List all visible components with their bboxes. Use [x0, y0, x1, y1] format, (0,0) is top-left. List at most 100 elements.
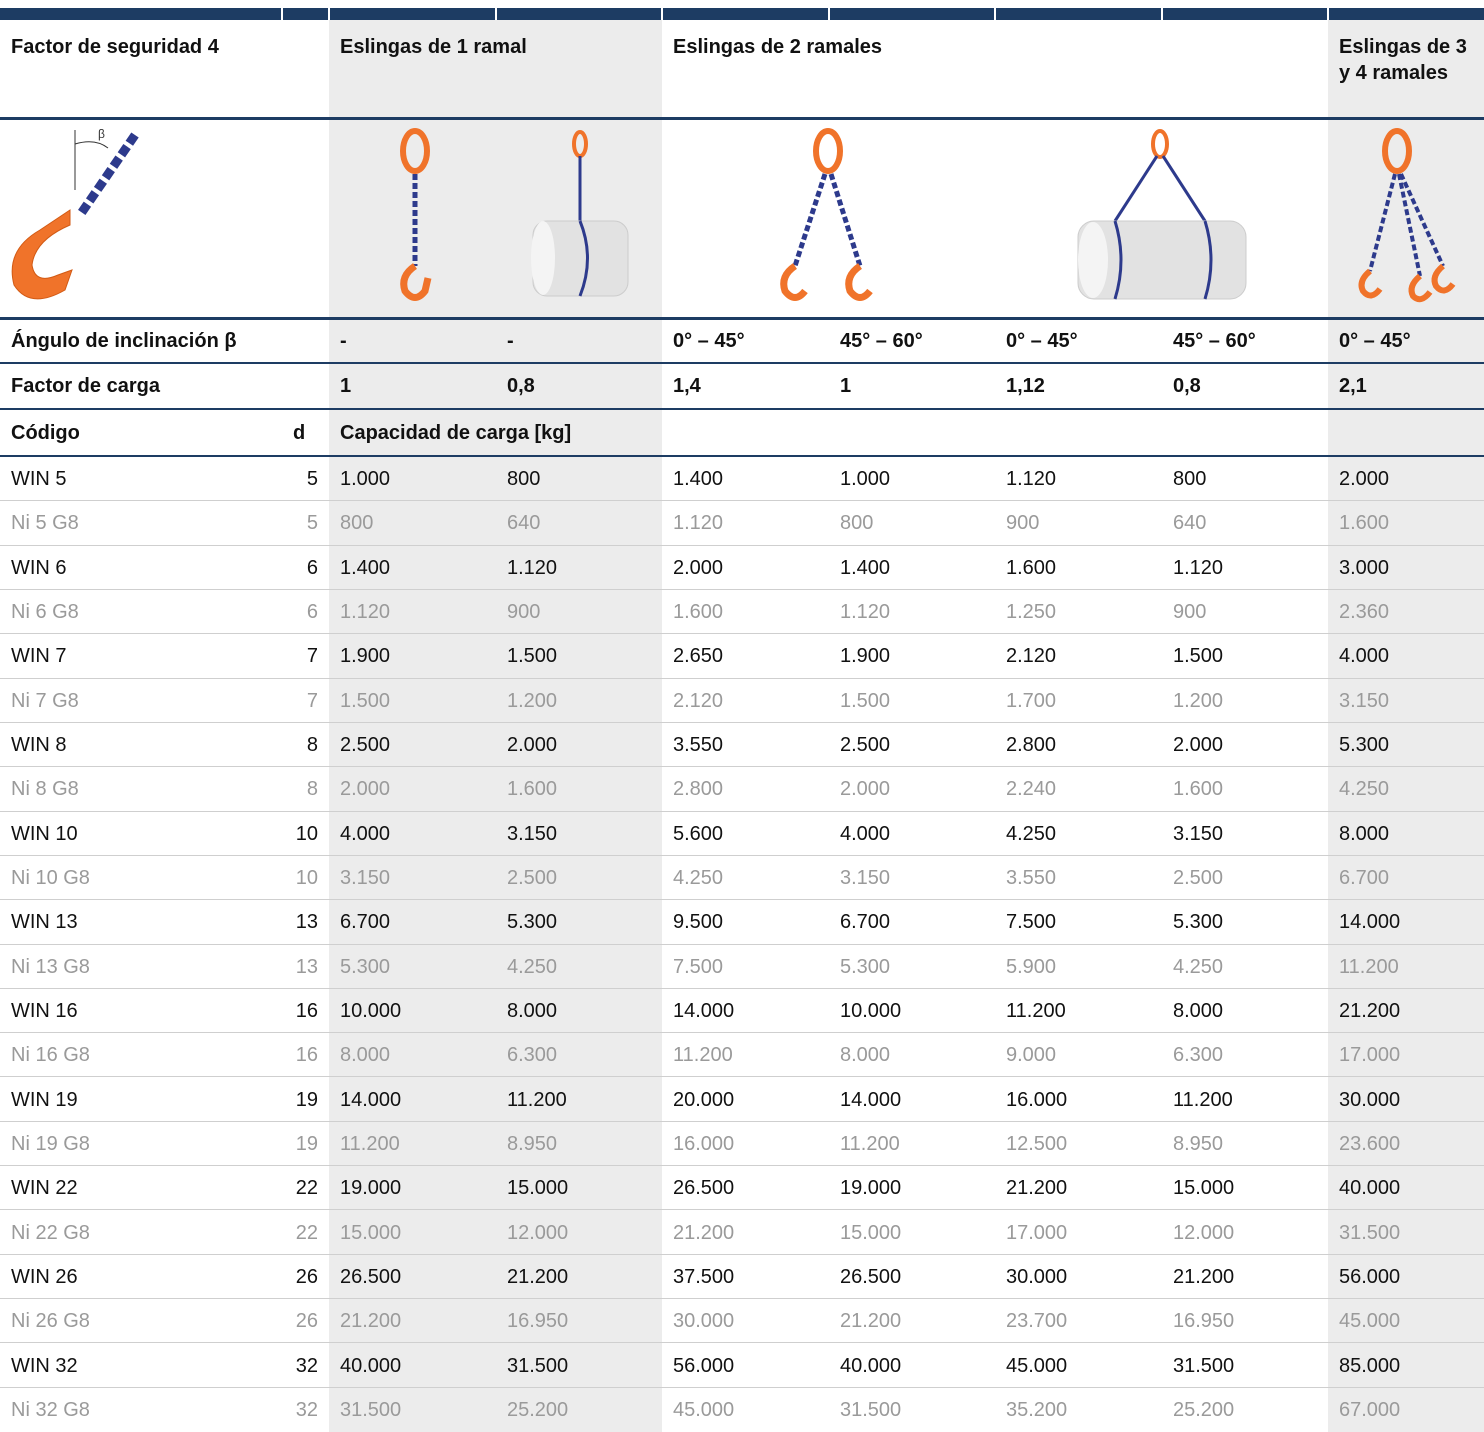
cell: 6	[306, 601, 318, 624]
cell: 10	[295, 867, 318, 890]
cell: 7.500	[1006, 911, 1057, 934]
cell: 640	[1173, 512, 1207, 535]
cell: 2.500	[340, 734, 391, 757]
cell: 12.500	[1006, 1132, 1068, 1155]
group-header: Factor de seguridad 4	[11, 36, 219, 58]
cell: WIN 32	[11, 1354, 78, 1377]
rule	[0, 766, 1484, 767]
cell: Ni 16 G8	[11, 1044, 90, 1067]
cell: 8.000	[507, 999, 558, 1022]
cell: 7.500	[673, 955, 724, 978]
angle: 0° – 45°	[1339, 330, 1411, 352]
cell: 8.950	[507, 1132, 558, 1155]
rule	[0, 1254, 1484, 1255]
bar-gap	[828, 8, 830, 20]
cell: 11.200	[1339, 955, 1399, 978]
cell: 17.000	[1006, 1221, 1068, 1244]
cell: 2.500	[1173, 867, 1224, 890]
cell: 21.200	[507, 1265, 569, 1288]
cell: 3.150	[1339, 689, 1390, 712]
cell: 56.000	[1339, 1265, 1401, 1288]
cell: 8.000	[340, 1044, 391, 1067]
cell: 30.000	[1006, 1265, 1068, 1288]
cell: 1.400	[340, 556, 391, 579]
cell: 20.000	[673, 1088, 735, 1111]
cell: 13	[295, 955, 318, 978]
cell: 4.250	[507, 955, 558, 978]
cell: 8.000	[840, 1044, 891, 1067]
cell: 16.950	[507, 1310, 569, 1333]
cell: 2.000	[673, 556, 724, 579]
cell: 23.700	[1006, 1310, 1068, 1333]
cell: 26.500	[340, 1265, 402, 1288]
cell: 800	[507, 468, 541, 491]
cell: 900	[507, 601, 541, 624]
cell: 9.000	[1006, 1044, 1057, 1067]
cell: 4.250	[1339, 778, 1390, 801]
factor: 1	[840, 375, 852, 397]
cell: 15.000	[340, 1221, 402, 1244]
bar-gap	[495, 8, 497, 20]
cell: 2.360	[1339, 601, 1390, 624]
cell: Ni 8 G8	[11, 778, 79, 801]
rule	[0, 899, 1484, 900]
rule	[0, 1121, 1484, 1122]
cell: 32	[295, 1398, 318, 1421]
cell: 16	[295, 1044, 318, 1067]
cell: 6	[306, 556, 318, 579]
cell: 1.000	[840, 468, 891, 491]
rule	[0, 988, 1484, 989]
cell: 8.000	[1339, 822, 1390, 845]
cell: 3.150	[840, 867, 891, 890]
cell: 14.000	[673, 999, 735, 1022]
rule	[0, 455, 1484, 457]
cell: 40.000	[840, 1354, 902, 1377]
cell: 5.300	[1339, 734, 1390, 757]
cell: 23.600	[1339, 1132, 1401, 1155]
rule	[0, 855, 1484, 856]
cell: 19.000	[340, 1177, 402, 1200]
cell: WIN 10	[11, 822, 78, 845]
cell: 2.120	[673, 689, 724, 712]
cell: 22	[295, 1221, 318, 1244]
cell: 5	[306, 512, 318, 535]
cell: 4.000	[340, 822, 391, 845]
cell: 40.000	[1339, 1177, 1401, 1200]
group-header: Eslingas de 3 y 4 ramales	[1339, 36, 1467, 84]
cell: 2.500	[507, 867, 558, 890]
rule	[0, 1032, 1484, 1033]
cell: 1.250	[1006, 601, 1057, 624]
row-label: Ángulo de inclinación β	[11, 330, 237, 352]
cell: 2.800	[673, 778, 724, 801]
cell: Ni 32 G8	[11, 1398, 90, 1421]
sling-icon	[400, 128, 432, 301]
rule	[0, 722, 1484, 723]
cell: 19	[295, 1132, 318, 1155]
cell: 19.000	[840, 1177, 902, 1200]
cell: 16.950	[1173, 1310, 1235, 1333]
cell: 15.000	[507, 1177, 569, 1200]
cell: 11.200	[840, 1132, 900, 1155]
angle: 0° – 45°	[673, 330, 745, 352]
cell: 16.000	[1006, 1088, 1068, 1111]
column-header: d	[293, 421, 306, 444]
factor: 0,8	[1173, 375, 1201, 397]
cell: 6.300	[507, 1044, 558, 1067]
cell: Ni 22 G8	[11, 1221, 90, 1244]
cell: 2.000	[1173, 734, 1224, 757]
cell: 1.600	[1339, 512, 1390, 535]
cell: WIN 16	[11, 999, 78, 1022]
cell: 21.200	[1173, 1265, 1235, 1288]
cell: WIN 26	[11, 1265, 78, 1288]
angle: 45° – 60°	[1173, 330, 1256, 352]
cell: Ni 7 G8	[11, 689, 79, 712]
cell: 1.120	[673, 512, 724, 535]
cell: 1.400	[840, 556, 891, 579]
rule	[0, 408, 1484, 410]
rule	[0, 317, 1484, 320]
rule	[0, 545, 1484, 546]
cell: 2.000	[507, 734, 558, 757]
cell: 56.000	[673, 1354, 735, 1377]
cell: 2.120	[1006, 645, 1057, 668]
